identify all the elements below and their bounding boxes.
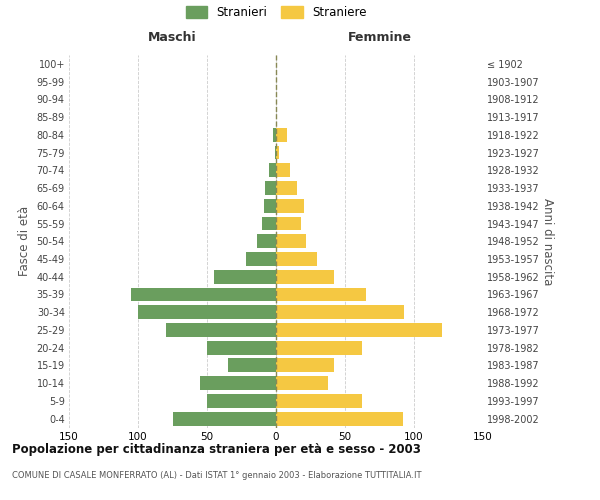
Legend: Stranieri, Straniere: Stranieri, Straniere [185,6,367,19]
Bar [200,376,276,390]
Y-axis label: Anni di nascita: Anni di nascita [541,198,554,285]
Text: COMUNE DI CASALE MONFERRATO (AL) - Dati ISTAT 1° gennaio 2003 - Elaborazione TUT: COMUNE DI CASALE MONFERRATO (AL) - Dati … [12,471,421,480]
Y-axis label: Fasce di età: Fasce di età [18,206,31,276]
Bar [138,306,276,319]
Bar [276,306,404,319]
Bar [276,181,296,195]
Text: Maschi: Maschi [148,32,197,44]
Bar [131,288,276,302]
Bar [207,341,276,354]
Bar [276,216,301,230]
Bar [262,216,276,230]
Bar [214,270,276,283]
Bar [269,164,276,177]
Bar [276,376,328,390]
Bar [275,146,276,160]
Bar [166,323,276,337]
Bar [263,199,276,212]
Bar [173,412,276,426]
Bar [276,199,304,212]
Bar [276,394,362,408]
Bar [207,394,276,408]
Bar [276,146,279,160]
Bar [276,128,287,141]
Bar [276,234,307,248]
Bar [276,412,403,426]
Bar [276,164,290,177]
Bar [265,181,276,195]
Text: Femmine: Femmine [347,32,412,44]
Bar [276,323,442,337]
Bar [273,128,276,141]
Bar [257,234,276,248]
Text: Popolazione per cittadinanza straniera per età e sesso - 2003: Popolazione per cittadinanza straniera p… [12,442,421,456]
Bar [276,270,334,283]
Bar [245,252,276,266]
Bar [276,341,362,354]
Bar [276,252,317,266]
Bar [276,288,366,302]
Bar [276,358,334,372]
Bar [228,358,276,372]
